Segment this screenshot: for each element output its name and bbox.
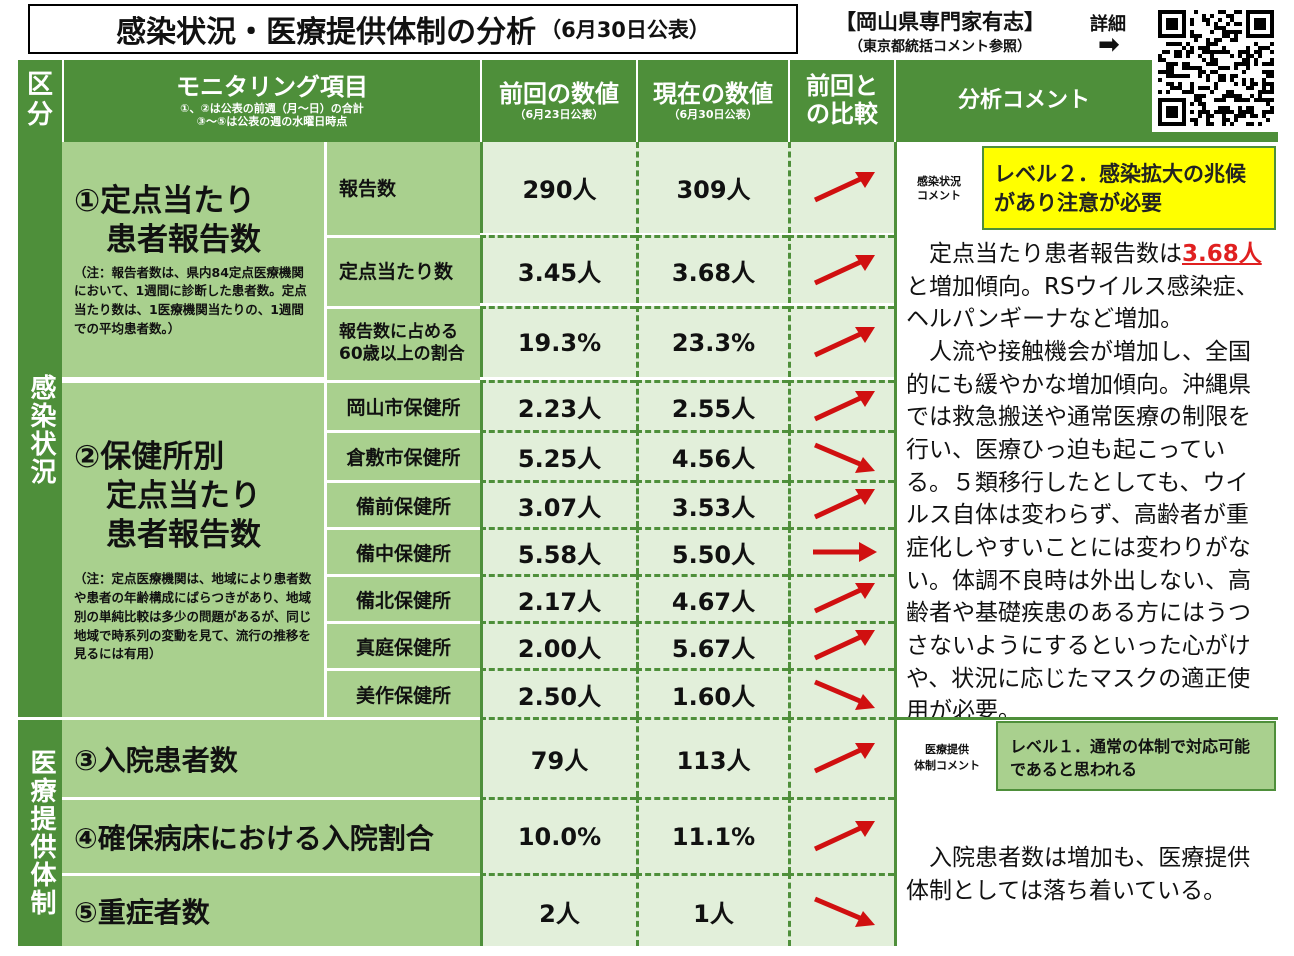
curr-value: 1人 (636, 873, 788, 946)
trend-up-arrow-icon (788, 480, 894, 527)
row-label: 報告数に占める 60歳以上の割合 (327, 306, 480, 377)
row-label: 岡山市保健所 (327, 380, 480, 430)
item2-title: ②保健所別 (74, 439, 225, 475)
detail-label: 詳細 (1090, 14, 1126, 35)
expert-group: 【岡山県専門家有志】 (835, 10, 1045, 34)
row-label: 定点当たり数 (327, 235, 480, 303)
trend-down-arrow-icon (788, 430, 894, 480)
prev-value: 2.50人 (480, 668, 636, 717)
medical-comment-tag: 医療提供 体制コメント (914, 742, 980, 773)
prev-value: 5.25人 (480, 430, 636, 480)
trend-up-arrow-icon (788, 380, 894, 430)
row-label: ⑤重症者数 (62, 873, 480, 946)
curr-value: 4.67人 (636, 574, 788, 621)
infection-comment-tag: 感染状況 コメント (917, 174, 961, 202)
row-label: ④確保病床における入院割合 (62, 797, 480, 873)
trend-up-arrow-icon (788, 717, 894, 797)
section-infection: 感染状況 (18, 142, 62, 717)
row-label: 真庭保健所 (327, 621, 480, 668)
curr-value: 113人 (636, 717, 788, 797)
header-compare: 前回と の比較 (788, 60, 894, 142)
section-medical: 医療提供体制 (18, 717, 62, 946)
prev-value: 3.45人 (480, 235, 636, 303)
trend-up-arrow-icon (788, 574, 894, 621)
curr-value: 4.56人 (636, 430, 788, 480)
medical-comment-text: 入院患者数は増加も、医療提供体制としては落ち着いている。 (906, 845, 1251, 904)
curr-value: 1.60人 (636, 668, 788, 717)
prev-value: 2人 (480, 873, 636, 946)
header-filler (1152, 132, 1278, 142)
trend-down-arrow-icon (788, 873, 894, 946)
trend-up-arrow-icon (788, 306, 894, 377)
row-label: 倉敷市保健所 (327, 430, 480, 480)
title-box: 感染状況・医療提供体制の分析 （6月30日公表） (28, 4, 798, 54)
qr-code[interactable] (1152, 4, 1280, 132)
header-category: 区 分 (18, 60, 62, 142)
prev-value: 10.0% (480, 797, 636, 873)
item2-note: （注：定点医療機関は、地域により患者数や患者の年齢構成にばらつきがあり、地域別の… (74, 571, 312, 662)
row-label: 備中保健所 (327, 527, 480, 574)
item1-title: ①定点当たり (74, 183, 256, 219)
item2-block: ②保健所別 定点当たり 患者報告数 （注：定点医療機関は、地域により患者数や患者… (62, 380, 324, 717)
publish-date: （6月30日公表） (540, 18, 710, 42)
row-label: 報告数 (327, 142, 480, 233)
expert-note: 【岡山県専門家有志】 （東京都統括コメント参照） (805, 6, 1075, 56)
curr-value: 2.55人 (636, 380, 788, 430)
right-arrow-icon: ➡ (1098, 30, 1120, 60)
trend-up-arrow-icon (788, 142, 894, 233)
curr-value: 5.67人 (636, 621, 788, 668)
item1-note: （注：報告者数は、県内84定点医療機関において、1週間に診断した患者数。定点当た… (74, 264, 307, 336)
trend-up-arrow-icon (788, 621, 894, 668)
curr-value: 11.1% (636, 797, 788, 873)
trend-up-arrow-icon (788, 235, 894, 303)
infection-level-badge: レベル２．感染拡大の兆候があり注意が必要 (982, 146, 1276, 230)
header-prev: 前回の数値 （6月23日公表） (480, 60, 636, 142)
curr-value: 3.68人 (636, 235, 788, 303)
prev-value: 2.23人 (480, 380, 636, 430)
trend-up-arrow-icon (788, 797, 894, 873)
medical-level-badge: レベル１．通常の体制で対応可能であると思われる (996, 721, 1276, 791)
prev-value: 5.58人 (480, 527, 636, 574)
prev-value: 2.17人 (480, 574, 636, 621)
prev-value: 19.3% (480, 306, 636, 377)
qr-code-icon (1152, 4, 1280, 132)
row-label: ③入院患者数 (62, 717, 480, 797)
row-label: 備前保健所 (327, 480, 480, 527)
page-title: 感染状況・医療提供体制の分析 (116, 15, 537, 50)
prev-value: 290人 (480, 142, 636, 233)
curr-value: 309人 (636, 142, 788, 233)
row-label: 備北保健所 (327, 574, 480, 621)
prev-value: 79人 (480, 717, 636, 797)
prev-value: 3.07人 (480, 480, 636, 527)
curr-value: 3.53人 (636, 480, 788, 527)
infection-comment-panel (894, 142, 1278, 717)
trend-flat-arrow-icon (788, 527, 894, 574)
tokyo-reference: （東京都統括コメント参照） (849, 39, 1031, 55)
curr-value: 5.50人 (636, 527, 788, 574)
item1-block: ①定点当たり 患者報告数 （注：報告者数は、県内84定点医療機関において、1週間… (62, 142, 324, 377)
header-curr: 現在の数値 （6月30日公表） (636, 60, 788, 142)
infection-comment-text: 定点当たり患者報告数は3.68人と増加傾向。RSウイルス感染症、ヘルパンギーナな… (906, 241, 1262, 725)
highlight-value: 3.68人 (1182, 241, 1262, 267)
curr-value: 23.3% (636, 306, 788, 377)
row-label: 美作保健所 (327, 668, 480, 717)
trend-down-arrow-icon (788, 668, 894, 717)
prev-value: 2.00人 (480, 621, 636, 668)
header-comment: 分析コメント (894, 60, 1152, 142)
header-item: モニタリング項目 ①、②は公表の前週（月～日）の合計 ③～⑤は公表の週の水曜日時… (62, 60, 480, 142)
